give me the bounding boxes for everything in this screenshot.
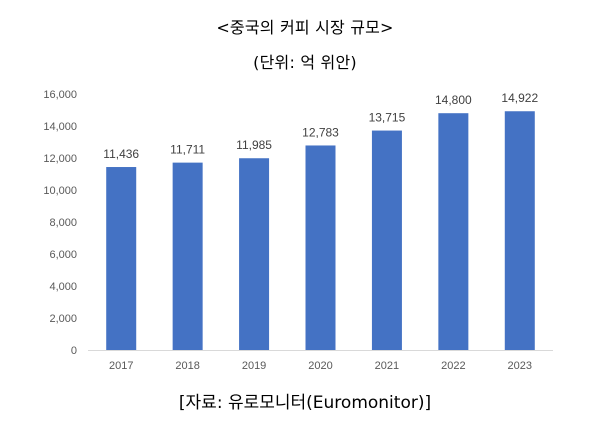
data-label: 11,985 [236,138,272,152]
chart-source-note: [자료: 유로모니터(Euromonitor)] [178,393,432,413]
y-tick-label: 8,000 [49,217,77,229]
x-tick-label: 2018 [175,360,199,372]
y-tick-label: 2,000 [49,313,77,325]
data-label: 11,436 [103,147,139,161]
bar [239,158,270,350]
data-label: 14,922 [501,91,538,105]
y-tick-label: 4,000 [49,281,77,293]
x-tick-label: 2019 [242,360,266,372]
y-tick-label: 16,000 [43,89,77,101]
bar [504,111,535,350]
chart-subtitle: (단위: 억 위안) [253,53,357,72]
chart-title: <중국의 커피 시장 규모> [216,18,394,37]
x-tick-label: 2021 [375,360,399,372]
data-label: 11,711 [170,143,205,157]
y-tick-label: 6,000 [49,249,77,261]
x-tick-label: 2023 [508,360,532,372]
bar [305,145,336,350]
data-label: 14,800 [435,93,472,107]
x-tick-label: 2017 [109,360,133,372]
data-label: 12,783 [302,125,339,139]
x-tick-label: 2022 [441,360,465,372]
y-tick-label: 0 [71,345,77,357]
y-tick-label: 12,000 [43,153,77,165]
bar [106,167,137,350]
data-label: 13,715 [369,111,406,125]
bar [172,162,203,350]
bar [438,113,469,350]
y-tick-label: 14,000 [43,121,77,133]
bar [371,130,402,350]
y-tick-label: 10,000 [43,185,77,197]
x-tick-label: 2020 [308,360,332,372]
